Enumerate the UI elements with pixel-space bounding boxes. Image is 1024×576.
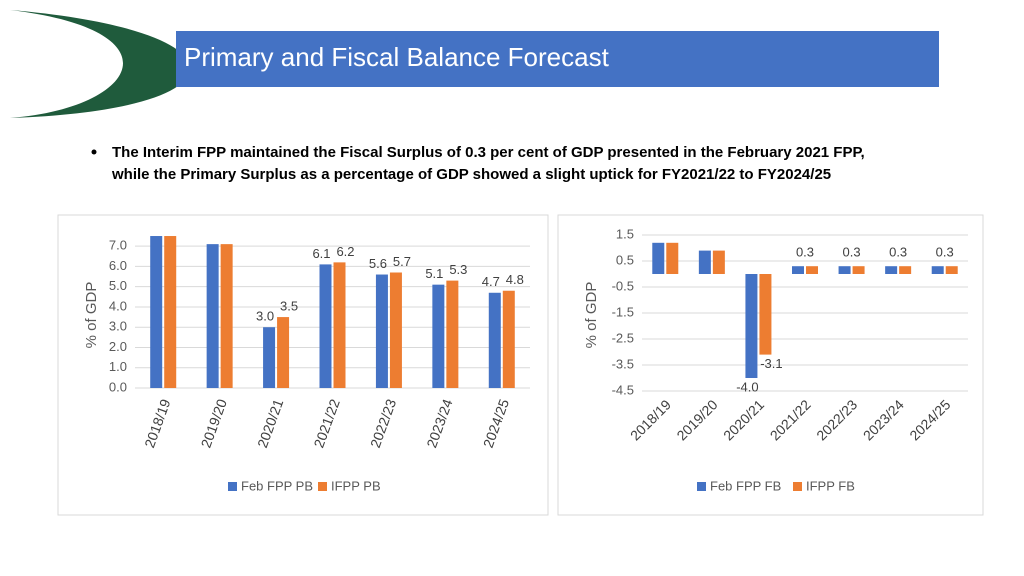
data-label: 0.3 — [936, 245, 954, 260]
bar — [446, 280, 459, 388]
bar — [945, 266, 958, 274]
bullet-text: while the Primary Surplus as a percentag… — [111, 166, 831, 183]
data-label: 6.1 — [312, 246, 330, 261]
y-tick-label: 7.0 — [109, 238, 127, 253]
title-bar — [176, 31, 939, 87]
y-tick-label: -2.5 — [612, 330, 634, 345]
bullet-text: The Interim FPP maintained the Fiscal Su… — [112, 144, 865, 161]
data-label: 6.2 — [336, 244, 354, 259]
bar — [277, 317, 290, 388]
bar — [375, 274, 388, 388]
y-tick-label: 3.0 — [109, 319, 127, 334]
legend-label: IFPP PB — [331, 478, 381, 493]
y-axis-title: % of GDP — [583, 282, 600, 349]
y-tick-label: 0.5 — [616, 252, 634, 267]
bar — [164, 236, 177, 388]
y-tick-label: 4.0 — [109, 298, 127, 313]
data-label: 5.6 — [369, 256, 387, 271]
y-tick-label: 5.0 — [109, 278, 127, 293]
data-label: 4.8 — [506, 272, 524, 287]
data-label: -4.0 — [736, 379, 758, 394]
bullet-dot — [91, 149, 97, 155]
bar — [150, 236, 163, 388]
data-label: -3.1 — [760, 356, 782, 371]
bar — [206, 244, 219, 388]
bar — [806, 266, 818, 274]
y-tick-label: -4.5 — [612, 382, 634, 397]
legend-label: IFPP FB — [806, 478, 855, 493]
legend-swatch — [793, 482, 802, 491]
bar — [838, 266, 851, 274]
bar — [712, 250, 725, 274]
y-tick-label: 1.0 — [109, 359, 127, 374]
y-tick-label: -0.5 — [612, 278, 634, 293]
bar — [759, 274, 772, 355]
bar — [333, 262, 346, 388]
bar — [885, 266, 898, 274]
y-tick-label: 2.0 — [109, 339, 127, 354]
bar — [263, 327, 276, 388]
data-label: 0.3 — [889, 245, 907, 260]
bar — [389, 272, 402, 388]
bar — [899, 266, 912, 274]
legend-swatch — [697, 482, 706, 491]
bar — [319, 264, 332, 388]
data-label: 0.3 — [796, 245, 814, 260]
y-tick-label: -3.5 — [612, 356, 634, 371]
bar — [502, 290, 515, 388]
logo-arc — [10, 10, 190, 118]
bar — [698, 250, 711, 274]
bar — [220, 244, 233, 388]
bar — [792, 266, 804, 274]
slide-title: Primary and Fiscal Balance Forecast — [184, 42, 610, 72]
bar — [852, 266, 865, 274]
bar — [432, 284, 445, 388]
bar — [652, 242, 665, 274]
legend-label: Feb FPP FB — [710, 478, 781, 493]
data-label: 4.7 — [482, 274, 500, 289]
data-label: 5.7 — [393, 254, 411, 269]
y-axis-title: % of GDP — [83, 282, 100, 349]
bar — [666, 242, 679, 274]
y-tick-label: 1.5 — [616, 226, 634, 241]
bar — [745, 274, 758, 378]
data-label: 0.3 — [843, 245, 861, 260]
bar — [931, 266, 944, 274]
legend-swatch — [228, 482, 237, 491]
data-label: 5.3 — [449, 262, 467, 277]
data-label: 3.5 — [280, 299, 298, 314]
data-label: 3.0 — [256, 309, 274, 324]
y-tick-label: 6.0 — [109, 258, 127, 273]
y-tick-label: 0.0 — [109, 379, 127, 394]
data-label: 5.1 — [425, 266, 443, 281]
y-tick-label: -1.5 — [612, 304, 634, 319]
legend-label: Feb FPP PB — [241, 478, 313, 493]
chart-frame — [57, 214, 549, 516]
bar — [488, 292, 501, 388]
legend-swatch — [318, 482, 327, 491]
